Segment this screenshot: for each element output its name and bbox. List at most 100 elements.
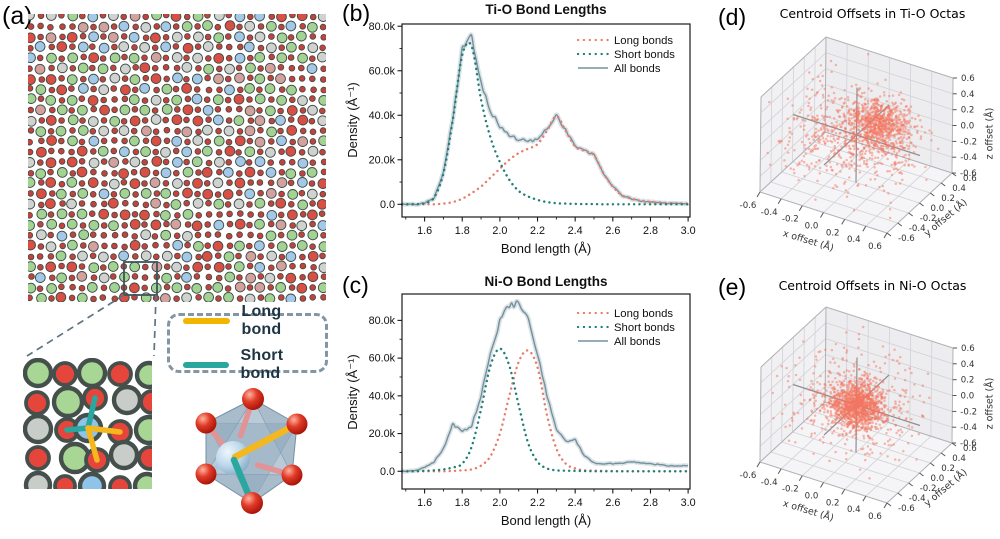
svg-text:-0.2: -0.2 [920,484,937,494]
axes: 1.6 1.8 2.0 2.2 2.4 2.6 2.8 3.0 0.0 20.0k 40.0k 60.… [369,21,696,237]
svg-text:0.2: 0.2 [961,106,975,116]
svg-text:1.6: 1.6 [417,497,432,509]
lattice-structure-image [28,14,326,302]
ni-o-bond-length-chart: Ni-O Bond Lengths Bond length (Å) Densit… [345,274,696,528]
chart-legend: Long bonds Short bonds All bonds [576,35,675,75]
svg-text:2.4: 2.4 [568,497,583,509]
svg-text:-0.6: -0.6 [740,471,757,481]
svg-text:0.0: 0.0 [805,492,819,502]
panel-b-label: (b) [342,0,371,26]
svg-text:2.2: 2.2 [530,497,545,509]
inset-atoms [23,358,152,489]
chart-title: Centroid Offsets in Ti-O Octas [779,6,966,21]
short-bonds-line [400,347,690,473]
oxygen-vertex-atom [241,492,263,514]
scatter-points [771,325,931,480]
svg-text:40.0k: 40.0k [369,110,396,122]
svg-text:-0.2: -0.2 [960,407,977,417]
svg-text:-0.4: -0.4 [909,224,926,234]
scatter-points [766,53,940,220]
oxygen-vertex-atom [195,412,217,434]
svg-text:0.6: 0.6 [963,444,977,454]
svg-text:1.8: 1.8 [455,225,470,237]
series-curves [400,32,690,207]
svg-text:-0.4: -0.4 [909,494,926,504]
svg-text:80.0k: 80.0k [369,21,396,33]
connector-line [26,294,125,357]
svg-text:0.4: 0.4 [847,235,861,245]
svg-text:-0.4: -0.4 [960,423,977,433]
short-bond-line [64,425,91,433]
svg-text:0.2: 0.2 [941,464,955,474]
panel-d: (d) Centroid Offsets in Ti-O Octas -0.6-… [710,0,1000,270]
svg-text:2.0: 2.0 [492,225,507,237]
oxygen-atoms [28,14,326,302]
panel-d-label: (d) [718,4,747,30]
chart-body: 1.6 1.8 2.0 2.2 2.4 2.6 2.8 3.0 0.0 20.0k 40.0k 60.… [369,21,696,237]
svg-text:-0.6: -0.6 [960,169,977,179]
svg-text:Short bonds: Short bonds [614,49,675,61]
svg-text:0.6: 0.6 [868,242,882,252]
legend-item-short-bond: Short bond [183,347,325,383]
ti-o-centroid-offset-scatter3d: -0.6-0.6-0.6-0.4-0.4-0.4-0.2 -0.2-0.20.00… [740,36,996,254]
short-bond-label: Short bond [240,347,284,382]
long-bond-line [85,425,100,463]
svg-text:0.0: 0.0 [961,122,975,132]
x-axis-label: Bond length (Å) [501,241,591,256]
svg-text:20.0k: 20.0k [369,154,396,166]
panel-c-label: (c) [342,272,369,298]
svg-text:-0.6: -0.6 [960,439,977,449]
svg-text:Short bonds: Short bonds [614,322,675,334]
svg-text:0.0: 0.0 [961,392,975,402]
panel-e: (e) Centroid Offsets in Ni-O Octas -0.6-… [710,270,1000,539]
tick-labels: -0.6-0.6-0.6-0.4-0.4-0.4-0.2 -0.2-0.20.00… [740,74,996,254]
svg-text:0.0: 0.0 [380,466,395,478]
panel-e-label: (e) [718,274,747,300]
svg-text:2.6: 2.6 [605,225,620,237]
long-bond-line [85,425,123,435]
svg-text:0.2: 0.2 [941,194,955,204]
svg-text:-0.6: -0.6 [898,504,915,514]
lattice-zoom-inset [23,358,152,489]
chart-title: Ni-O Bond Lengths [485,274,608,289]
svg-text:-0.2: -0.2 [960,137,977,147]
long-bond-swatch [183,318,231,324]
panel-b: (b) Ti-O Bond Lengths Bond length (Å) De… [340,0,720,270]
svg-text:0.6: 0.6 [961,74,975,84]
long-bonds-line [400,349,690,473]
svg-text:Long bonds: Long bonds [614,35,673,47]
svg-text:1.6: 1.6 [417,225,432,237]
svg-text:2.8: 2.8 [643,497,658,509]
all-bonds-line [401,300,689,473]
svg-text:2.4: 2.4 [568,225,583,237]
svg-text:0.6: 0.6 [868,512,882,522]
svg-text:-0.2: -0.2 [782,485,799,495]
short-bond-swatch [183,362,230,368]
svg-text:40.0k: 40.0k [369,390,396,402]
svg-text:0.2: 0.2 [826,228,840,238]
svg-text:0.4: 0.4 [961,360,975,370]
svg-text:All bonds: All bonds [614,63,661,75]
svg-text:-0.6: -0.6 [898,234,915,244]
chart-body: -0.6-0.6-0.6-0.4-0.4-0.4-0.2 -0.2-0.20.00… [740,306,996,524]
svg-text:-0.4: -0.4 [761,478,778,488]
y-axis-label: Density (Å⁻¹) [345,82,360,157]
svg-text:-0.2: -0.2 [782,215,799,225]
svg-text:2.8: 2.8 [643,225,658,237]
svg-text:-0.2: -0.2 [920,214,937,224]
svg-text:1.8: 1.8 [455,497,470,509]
svg-text:3.0: 3.0 [681,497,696,509]
svg-text:0.0: 0.0 [931,474,945,484]
ti-o-bond-length-chart: Ti-O Bond Lengths Bond length (Å) Densit… [345,2,696,256]
svg-text:-0.4: -0.4 [960,153,977,163]
svg-text:0.0: 0.0 [380,199,395,211]
chart-title: Centroid Offsets in Ni-O Octas [778,278,967,293]
svg-text:-0.6: -0.6 [740,201,757,211]
long-bond-label: Long bond [241,303,282,338]
svg-text:2.0: 2.0 [492,497,507,509]
svg-text:0.6: 0.6 [961,344,975,354]
oxygen-vertex-atom [286,413,308,435]
svg-text:z offset (Å): z offset (Å) [984,108,996,160]
oxygen-vertex-atom [195,463,217,485]
